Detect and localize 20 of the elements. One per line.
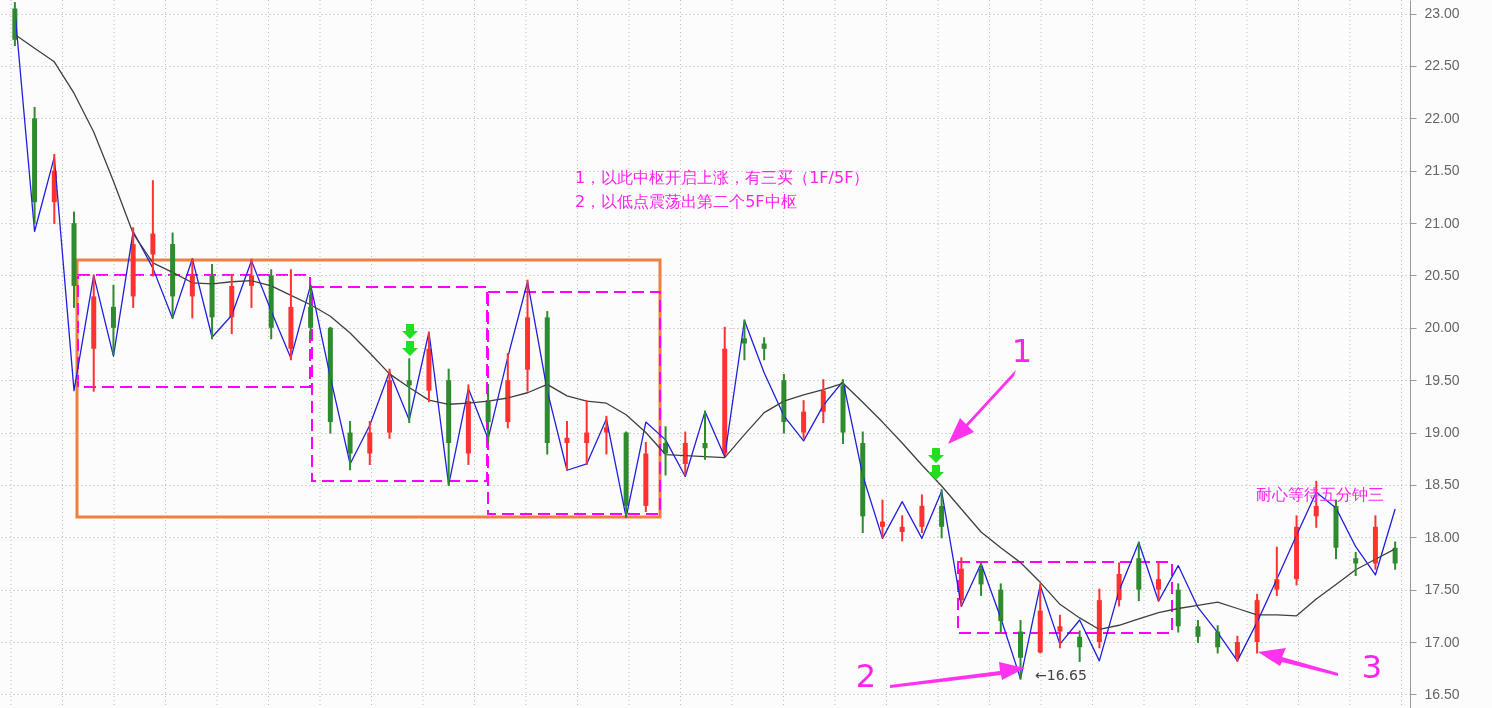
annotation: ←16.65 bbox=[1035, 667, 1087, 683]
y-tick-label: 20.00 bbox=[1424, 319, 1460, 336]
y-tick-label: 18.00 bbox=[1424, 528, 1460, 545]
y-tick-label: 16.50 bbox=[1424, 685, 1460, 702]
annotation: 1，以此中枢开启上涨，有三买（1F/5F） bbox=[575, 168, 870, 187]
annotation: 3 bbox=[1361, 648, 1383, 686]
y-tick-label: 19.00 bbox=[1424, 424, 1460, 441]
y-tick-label: 22.00 bbox=[1424, 109, 1460, 126]
y-tick-label: 19.50 bbox=[1424, 371, 1460, 388]
y-tick-label: 20.50 bbox=[1424, 266, 1460, 283]
y-tick-label: 17.50 bbox=[1424, 581, 1460, 598]
y-tick-label: 21.50 bbox=[1424, 162, 1460, 179]
annotation: 2 bbox=[855, 657, 877, 695]
y-tick-label: 17.00 bbox=[1424, 633, 1460, 650]
annotation: 1 bbox=[1011, 332, 1033, 370]
y-tick-label: 18.50 bbox=[1424, 476, 1460, 493]
annotation: 2，以低点震荡出第二个5F中枢 bbox=[575, 192, 797, 211]
y-tick-label: 23.00 bbox=[1424, 5, 1460, 22]
y-tick-label: 22.50 bbox=[1424, 57, 1460, 74]
y-tick-label: 21.00 bbox=[1424, 214, 1460, 231]
